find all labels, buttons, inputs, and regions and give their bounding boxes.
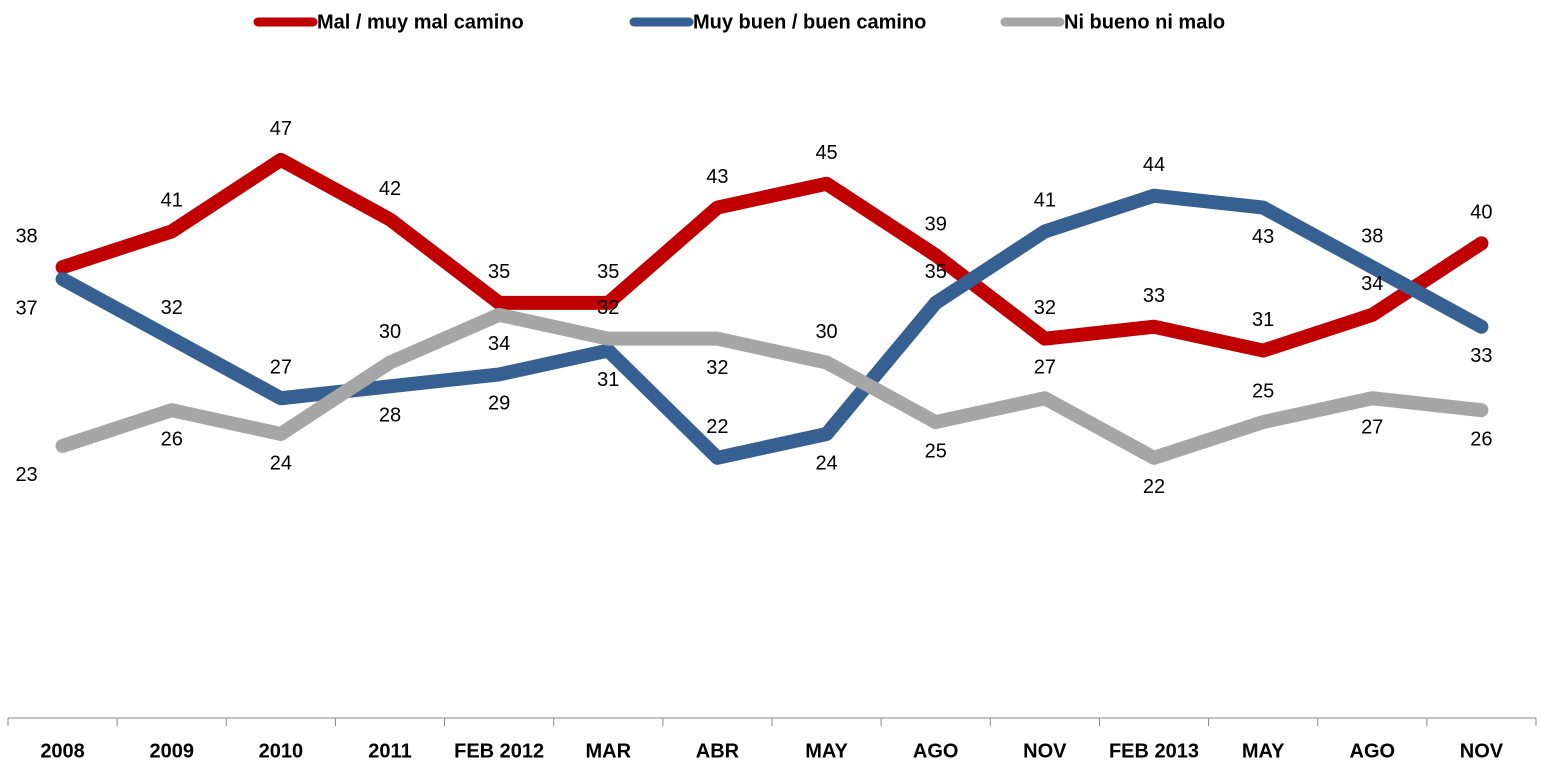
data-label: 30 (815, 321, 837, 343)
data-label: 32 (597, 297, 619, 319)
legend-label: Ni bueno ni malo (1064, 11, 1225, 33)
data-label: 31 (597, 369, 619, 391)
x-tick-label: 2010 (259, 740, 304, 762)
data-label: 27 (270, 357, 292, 379)
x-tick-label: NOV (1023, 740, 1067, 762)
data-label: 25 (925, 440, 947, 462)
data-label: 35 (488, 261, 510, 283)
x-tick-label: MAY (1242, 740, 1285, 762)
data-label: 44 (1143, 154, 1165, 176)
x-tick-label: MAR (586, 740, 632, 762)
data-label: 22 (706, 416, 728, 438)
data-label: 45 (815, 142, 837, 164)
data-label: 32 (706, 357, 728, 379)
data-label: 39 (925, 214, 947, 236)
data-label: 28 (379, 405, 401, 427)
data-label: 43 (1252, 226, 1274, 248)
data-label: 29 (488, 393, 510, 415)
x-tick-label: AGO (913, 740, 959, 762)
data-label: 41 (1034, 190, 1056, 212)
x-tick-label: FEB 2013 (1109, 740, 1199, 762)
data-label: 32 (1034, 297, 1056, 319)
data-label: 27 (1034, 357, 1056, 379)
x-tick-label: 2011 (368, 740, 411, 762)
data-label: 31 (1252, 309, 1274, 331)
data-label: 25 (1252, 380, 1274, 402)
data-label: 26 (1470, 428, 1492, 450)
data-label: 37 (15, 297, 37, 319)
x-tick-label: AGO (1350, 740, 1396, 762)
legend-label: Muy buen / buen camino (693, 11, 926, 33)
data-label: 47 (270, 118, 292, 140)
data-label: 41 (161, 190, 183, 212)
data-label: 33 (1470, 345, 1492, 367)
x-tick-label: 2008 (40, 740, 85, 762)
x-tick-label: ABR (696, 740, 740, 762)
data-label: 38 (15, 225, 37, 247)
data-label: 43 (706, 166, 728, 188)
data-label: 38 (1361, 225, 1383, 247)
data-label: 23 (15, 464, 37, 486)
data-label: 32 (161, 297, 183, 319)
data-label: 34 (488, 333, 510, 355)
x-tick-label: 2009 (149, 740, 194, 762)
legend-label: Mal / muy mal camino (317, 11, 524, 33)
data-label: 35 (597, 261, 619, 283)
series-line (55, 307, 1489, 465)
series-line (55, 152, 1489, 358)
x-tick-label: NOV (1460, 740, 1504, 762)
data-label: 34 (1361, 273, 1383, 295)
data-label: 42 (379, 178, 401, 200)
data-label: 33 (1143, 285, 1165, 307)
data-label: 35 (925, 261, 947, 283)
data-label: 40 (1470, 202, 1492, 224)
series-line (55, 188, 1489, 465)
data-label: 30 (379, 321, 401, 343)
data-label: 27 (1361, 417, 1383, 439)
data-label: 22 (1143, 476, 1165, 498)
x-tick-label: MAY (805, 740, 848, 762)
data-label: 24 (270, 452, 292, 474)
data-label: 26 (161, 428, 183, 450)
data-label: 24 (815, 452, 837, 474)
x-tick-label: FEB 2012 (454, 740, 544, 762)
